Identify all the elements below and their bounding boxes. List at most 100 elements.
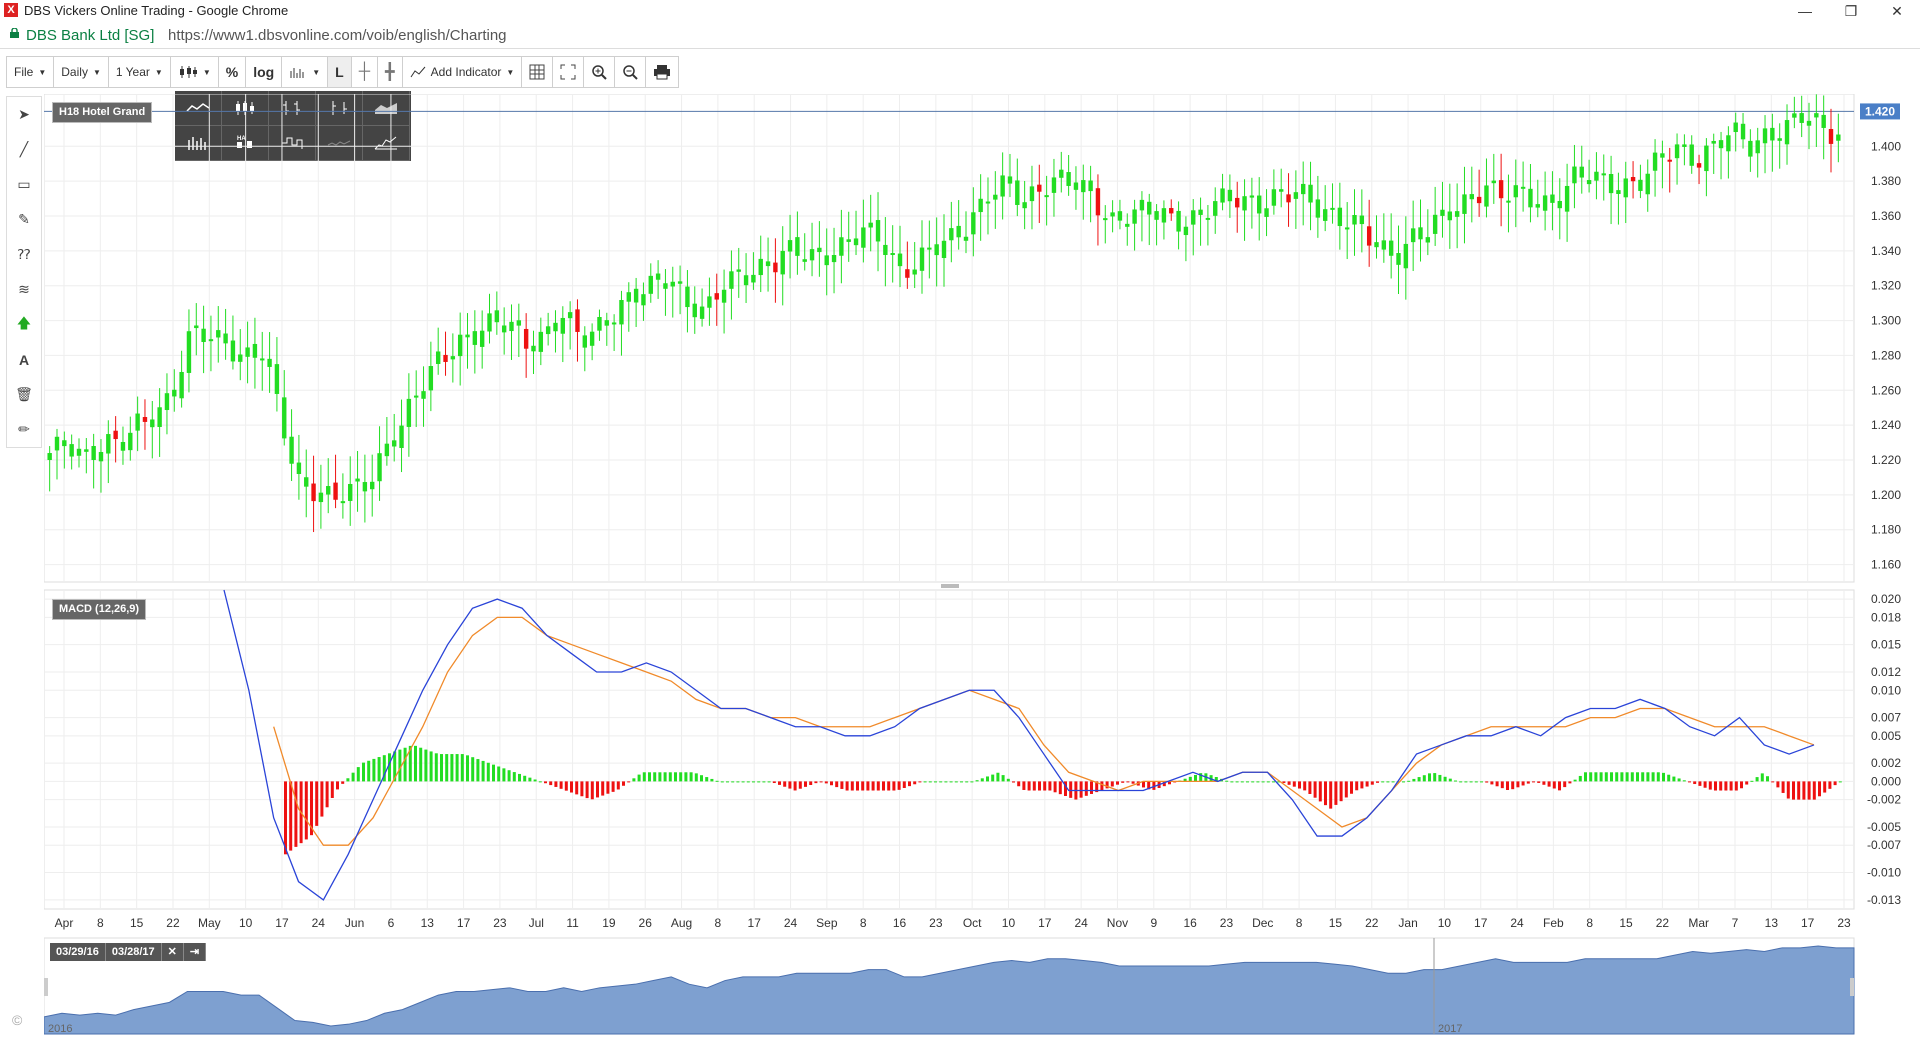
zoom-out-button[interactable]	[615, 56, 647, 88]
candle-body	[1344, 227, 1350, 230]
rectangle-tool-icon[interactable]: ▭	[17, 176, 31, 192]
macd-histogram-bar	[1344, 781, 1348, 798]
candle-body	[626, 292, 631, 302]
macd-histogram-bar	[1552, 781, 1556, 789]
file-menu[interactable]: File ▼	[6, 56, 55, 88]
text-tool-icon[interactable]: A	[18, 351, 30, 368]
macd-histogram-bar	[1433, 773, 1437, 782]
site-identity[interactable]: DBS Bank Ltd [SG]	[26, 27, 155, 44]
macd-histogram-bar	[382, 755, 386, 782]
macd-histogram-bar	[1781, 781, 1785, 793]
column-chart-option[interactable]	[175, 126, 222, 161]
macd-histogram-bar	[1038, 781, 1041, 791]
chart-type-button[interactable]: ▼	[170, 56, 219, 88]
macd-histogram-bar	[887, 781, 891, 791]
navigator-left-handle	[44, 978, 48, 996]
chart-canvas[interactable]: Apr 8 15 22 May 10 17 24 Jun 6 13 17 23 Jul 11 19 26 Aug 8…	[44, 94, 1920, 1040]
macd-histogram-bar	[913, 781, 917, 785]
step-chart-option[interactable]	[269, 126, 316, 161]
macd-histogram-bar	[1230, 781, 1234, 783]
eraser-icon[interactable]: ✏	[18, 421, 30, 437]
grid-button[interactable]	[522, 56, 554, 88]
restore-icon[interactable]: ❐	[1844, 3, 1858, 19]
macd-histogram-bar	[356, 767, 360, 782]
close-icon[interactable]: ✕	[161, 943, 184, 961]
fibonacci-tool-icon[interactable]: ≋	[18, 281, 30, 297]
expand-range-icon[interactable]: ⇥	[183, 943, 207, 961]
x-tick-label: 10	[239, 916, 253, 930]
arrow-up-icon[interactable]: 🡅	[16, 314, 32, 331]
range-start[interactable]: 03/29/16	[50, 943, 106, 961]
caret-down-icon: ▼	[506, 67, 515, 77]
log-button[interactable]: log	[246, 56, 283, 88]
line-chart-option[interactable]	[175, 91, 222, 126]
macd-histogram-bar	[1386, 781, 1390, 783]
candle-body	[1821, 114, 1826, 128]
candle-body	[861, 227, 866, 248]
percent-button[interactable]: %	[218, 56, 247, 88]
panel-resize-handle	[941, 584, 959, 588]
pencil-tool-icon[interactable]: ✎	[18, 211, 30, 227]
candle-body	[1542, 195, 1548, 211]
add-indicator-button[interactable]: Add Indicator ▼	[402, 56, 523, 88]
candle-body	[1608, 174, 1614, 194]
interval-select[interactable]: Daily ▼	[54, 56, 109, 88]
address-bar[interactable]: DBS Bank Ltd [SG] https://www1.dbsvonlin…	[0, 22, 1920, 49]
candle-body	[1147, 201, 1152, 215]
crosshair-icon[interactable]: ┼	[351, 56, 379, 88]
macd-histogram-bar	[492, 764, 495, 782]
macd-histogram-bar	[1568, 781, 1572, 784]
candle-body	[274, 364, 280, 394]
x-tick-label: Dec	[1252, 916, 1273, 930]
macd-histogram-bar	[845, 781, 849, 791]
minimize-icon[interactable]: —	[1798, 3, 1812, 19]
candle-body	[1623, 178, 1628, 198]
macd-histogram-bar	[1838, 781, 1842, 783]
candle-body	[260, 358, 265, 361]
range-end[interactable]: 03/28/17	[105, 943, 162, 961]
hlc-option[interactable]	[316, 91, 363, 126]
candle-body	[582, 335, 587, 348]
candle-body	[685, 286, 690, 308]
macd-histogram-bar	[403, 747, 407, 782]
macd-histogram-bar	[980, 778, 984, 782]
macd-histogram-bar	[627, 781, 631, 783]
zoom-in-button[interactable]	[584, 56, 616, 88]
candle-body	[113, 430, 118, 440]
candle-body	[1249, 195, 1255, 198]
fullscreen-button[interactable]	[553, 56, 585, 88]
macd-histogram-bar	[1225, 780, 1229, 782]
macd-histogram-bar	[372, 758, 376, 782]
print-button[interactable]	[646, 56, 680, 88]
candle-body	[721, 289, 727, 303]
macd-histogram-bar	[476, 759, 480, 782]
url-text[interactable]: https://www1.dbsvonline.com/voib/english…	[168, 27, 507, 44]
trash-icon[interactable]: 🗑	[15, 386, 33, 402]
print-icon	[654, 65, 671, 80]
candle-body	[223, 333, 228, 344]
x-tick-label: 7	[1732, 916, 1739, 930]
macd-histogram-bar	[1526, 781, 1530, 784]
candle-body	[831, 255, 837, 263]
window-titlebar: X DBS Vickers Online Trading - Google Ch…	[0, 0, 1920, 23]
line-mode-button[interactable]: L	[328, 56, 352, 88]
macd-histogram-bar	[700, 775, 703, 782]
volume-button[interactable]: ▼	[282, 56, 329, 88]
macd-histogram-bar	[367, 760, 371, 782]
candle-body	[1176, 210, 1181, 232]
macd-histogram-bar	[1646, 772, 1650, 782]
candle-body	[1491, 180, 1496, 184]
line-tool-icon[interactable]: ╱	[19, 141, 29, 157]
macd-histogram-bar	[1287, 781, 1291, 785]
candle-body	[487, 313, 492, 332]
symbol-tag[interactable]: H18 Hotel Grand	[52, 102, 153, 123]
pointer-icon[interactable]: ➤	[18, 106, 30, 122]
range-select[interactable]: 1 Year ▼	[108, 56, 171, 88]
crosshair-data-icon[interactable]: ╋	[378, 56, 403, 88]
macd-histogram-bar	[1298, 781, 1301, 789]
macd-histogram-bar	[778, 781, 781, 785]
macd-tag[interactable]: MACD (12,26,9)	[52, 599, 147, 620]
kagi-option[interactable]	[316, 126, 363, 161]
channel-tool-icon[interactable]: ⁇	[17, 246, 31, 262]
close-icon[interactable]: ✕	[1891, 3, 1903, 19]
